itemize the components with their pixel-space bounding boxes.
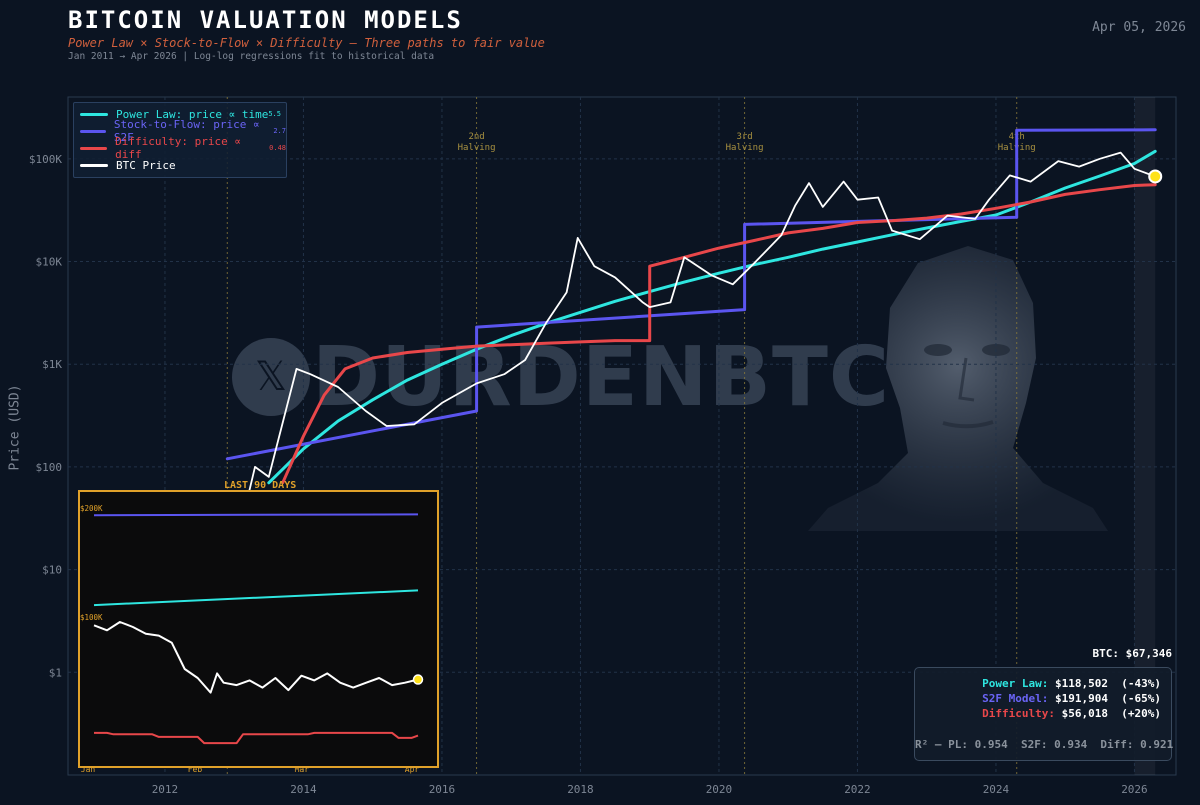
series-layer <box>150 128 1163 625</box>
inset-series-line <box>93 621 419 694</box>
y-tick-label: $1 <box>49 666 62 679</box>
halving-label: Halving <box>726 143 764 153</box>
x-tick-label: 2018 <box>567 783 594 796</box>
watermark-text: DURDENBTC <box>312 330 891 425</box>
inset-x-tick-label: Jan <box>81 765 96 774</box>
recent-region <box>1134 97 1156 775</box>
inset-x-tick-label: Feb <box>188 765 203 774</box>
x-tick-label: 2024 <box>983 783 1010 796</box>
btc-price-label: BTC: $67,346 <box>1092 647 1172 660</box>
summary-power-law: Power Law: $118,502 (-43%) <box>982 677 1161 690</box>
summary-difficulty: Difficulty: $56,018 (+20%) <box>982 707 1161 720</box>
y-tick-label: $1K <box>42 358 62 371</box>
halving-label: 2nd <box>468 132 484 142</box>
grid <box>67 96 1177 776</box>
y-tick-label: $10K <box>36 256 63 269</box>
inset-title: LAST 90 DAYS <box>224 480 297 491</box>
inset-y-tick-label: $100K <box>80 613 103 622</box>
legend-item-s2f: Stock-to-Flow: price ∝ S2F 2.7 <box>80 118 286 144</box>
r-squared-stats: R² — PL: 0.954 S2F: 0.934 Diff: 0.921 <box>915 738 1174 751</box>
inset-x-tick-label: Apr <box>405 765 420 774</box>
legend-swatch <box>80 112 108 116</box>
range-note: Jan 2011 → Apr 2026 | Log-log regression… <box>68 51 435 62</box>
x-tick-label: 2012 <box>152 783 179 796</box>
legend-swatch <box>80 163 108 167</box>
legend-item-power-law: Power Law: price ∝ time 5.5 <box>80 107 281 121</box>
current-price-marker <box>1148 169 1163 184</box>
inset-series-line <box>93 589 419 607</box>
valuation-summary-box: Power Law: $118,502 (-43%) S2F Model: $1… <box>914 667 1174 761</box>
y-tick-label: $10 <box>42 564 62 577</box>
s2f-line <box>225 128 1157 461</box>
x-tick-label: 2014 <box>290 783 317 796</box>
inset-series-line <box>94 731 419 745</box>
legend: Power Law: price ∝ time 5.5 Stock-to-Flow… <box>73 102 287 178</box>
x-tick-label: 2020 <box>706 783 733 796</box>
page-title: BITCOIN VALUATION MODELS <box>68 6 463 34</box>
legend-swatch <box>80 129 106 133</box>
inset-x-tick-label: Mar <box>295 765 310 774</box>
legend-item-btc: BTC Price <box>80 158 176 172</box>
page-subtitle: Power Law × Stock-to-Flow × Difficulty —… <box>68 36 545 50</box>
x-logo-glyph: 𝕏 <box>254 354 288 400</box>
tick-labels: $1 $10 $100 $1K $10K $100K 2012 2014 2016 2018 202… <box>29 153 1148 796</box>
power-law-line <box>267 149 1157 485</box>
y-tick-label: $100K <box>29 153 62 166</box>
x-tick-label: 2016 <box>429 783 456 796</box>
legend-item-difficulty: Difficulty: price ∝ diff 0.48 <box>80 135 286 161</box>
inset-series-line <box>93 513 419 517</box>
legend-swatch <box>80 146 108 150</box>
y-tick-label: $100 <box>36 461 63 474</box>
halving-label: 3rd <box>736 132 752 142</box>
x-logo-icon <box>232 338 310 416</box>
x-tick-label: 2022 <box>844 783 871 796</box>
inset-y-tick-label: $200K <box>80 504 103 513</box>
inset-current-marker <box>412 674 424 685</box>
x-tick-label: 2026 <box>1121 783 1148 796</box>
btc-price-line <box>150 151 1157 625</box>
plot-frame <box>67 96 1177 776</box>
halving-label: Halving <box>458 143 496 153</box>
summary-s2f: S2F Model: $191,904 (-65%) <box>982 692 1161 705</box>
date-label: Apr 05, 2026 <box>1092 20 1186 35</box>
